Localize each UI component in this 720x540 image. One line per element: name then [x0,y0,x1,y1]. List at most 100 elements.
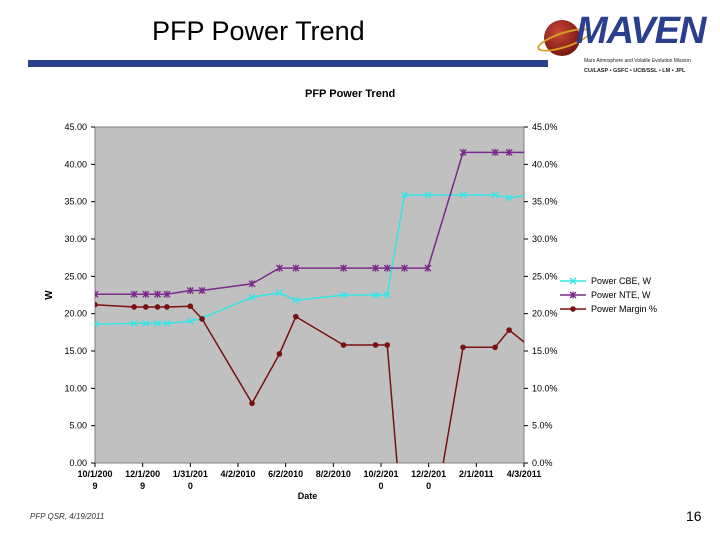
data-point-marker [340,342,347,348]
x-tick-label-line: 12/2/201 [411,469,446,479]
data-point-marker [198,287,206,295]
series-1 [95,148,524,298]
y2-tick-label: 35.0% [532,197,558,207]
legend-item: Power Margin % [560,304,657,314]
data-point-marker [459,191,467,199]
x-tick-label: 6/2/2010 [268,469,303,479]
data-point-marker [383,264,391,272]
x-tick-label: 12/2/201 0 [411,469,446,491]
slide-title: PFP Power Trend [152,16,365,46]
data-point-marker [384,342,391,348]
data-point-marker [292,264,300,272]
x-tick-label: 4/2/2010 [220,469,255,479]
data-point-marker [187,303,194,310]
title-rule [28,60,548,67]
chart-title: PFP Power Trend [305,88,396,100]
data-point-marker [570,306,576,312]
data-point-marker [460,344,466,351]
data-point-marker [248,293,256,301]
x-tick-label-line: 2/1/2011 [459,469,494,479]
data-point-marker [275,289,283,297]
logo-wordmark: MAVEN [576,10,706,52]
y-tick-label: 15.00 [64,346,87,356]
data-point-marker [293,313,299,320]
data-point-marker [142,290,150,298]
y2-tick-label: 45.0% [532,122,558,132]
legend-label: Power NTE, W [591,290,651,300]
x-tick-label-line: 9 [92,481,97,491]
x-tick-label: 8/2/2010 [316,469,351,479]
x-tick-label-line: 4/2/2010 [220,469,255,479]
data-point-marker [459,148,467,156]
data-point-marker [372,264,379,272]
data-point-marker [95,290,99,298]
x-tick-label-line: 1/31/201 [173,469,208,479]
data-point-marker [383,291,391,299]
y-tick-label: 25.00 [64,271,87,281]
data-point-marker [186,317,194,325]
data-point-marker [292,296,300,304]
y2-tick-label: 20.0% [532,309,558,319]
data-point-marker [130,319,138,327]
data-point-marker [95,301,98,308]
x-axis-label: Date [298,491,318,501]
y-tick-label: 0.00 [69,458,87,468]
footer-text: PFP QSR, 4/19/2011 [30,512,105,521]
data-point-marker [164,304,170,310]
y2-tick-label: 25.0% [532,271,558,281]
logo-tagline: Mars Atmosphere and Volatile Evolution M… [584,58,691,64]
x-tick-label-line: 10/1/200 [77,469,112,479]
data-point-marker [199,316,205,322]
data-point-marker [492,344,498,351]
y2-tick-label: 10.0% [532,383,558,393]
data-point-marker [248,280,256,288]
y2-tick-label: 5.0% [532,421,553,431]
x-tick-label: 10/2/201 0 [363,469,398,491]
y-tick-label: 40.00 [64,159,87,169]
data-point-marker [275,264,283,272]
y-tick-label: 5.00 [69,421,87,431]
data-point-marker [505,148,513,156]
page-number: 16 [686,508,702,524]
y-tick-label: 20.00 [64,309,87,319]
data-point-marker [95,320,99,328]
data-point-marker [249,400,255,407]
legend-label: Power CBE, W [591,276,652,286]
legend-label: Power Margin % [591,304,657,314]
data-point-marker [505,194,513,202]
x-tick-label: 10/1/200 9 [77,469,112,491]
x-tick-label-line: 12/1/200 [125,469,160,479]
y-tick-label: 10.00 [64,383,87,393]
data-point-marker [424,264,432,272]
y2-tick-label: 15.0% [532,346,558,356]
x-tick-label: 4/3/2011 [507,469,542,479]
data-point-marker [154,304,161,310]
x-tick-label-line: 6/2/2010 [268,469,303,479]
x-tick-label-line: 0 [188,481,193,491]
y-tick-label: 30.00 [64,234,87,244]
data-point-marker [276,351,283,357]
data-point-marker [372,342,379,348]
maven-logo: MAVEN Mars Atmosphere and Volatile Evolu… [534,8,712,80]
x-tick-label: 12/1/200 9 [125,469,160,491]
mars-globe-icon [544,20,580,56]
data-point-marker [154,290,161,298]
data-point-marker [400,191,408,199]
data-point-marker [424,191,432,199]
y2-tick-label: 0.0% [532,458,553,468]
data-point-marker [400,264,408,272]
legend-item: Power CBE, W [560,276,652,286]
y-tick-label: 35.00 [64,197,87,207]
data-point-marker [372,291,379,299]
data-point-marker [491,148,499,156]
x-tick-label-line: 0 [378,481,383,491]
logo-partners: CU/LASP • GSFC • UCB/SSL • LM • JPL [584,68,686,74]
y-tick-label: 45.00 [64,122,87,132]
data-point-marker [186,287,194,295]
x-tick-label-line: 8/2/2010 [316,469,351,479]
data-point-marker [142,304,149,310]
y2-tick-label: 40.0% [532,159,558,169]
x-tick-label-line: 0 [426,481,431,491]
legend-item: Power NTE, W [560,290,651,300]
